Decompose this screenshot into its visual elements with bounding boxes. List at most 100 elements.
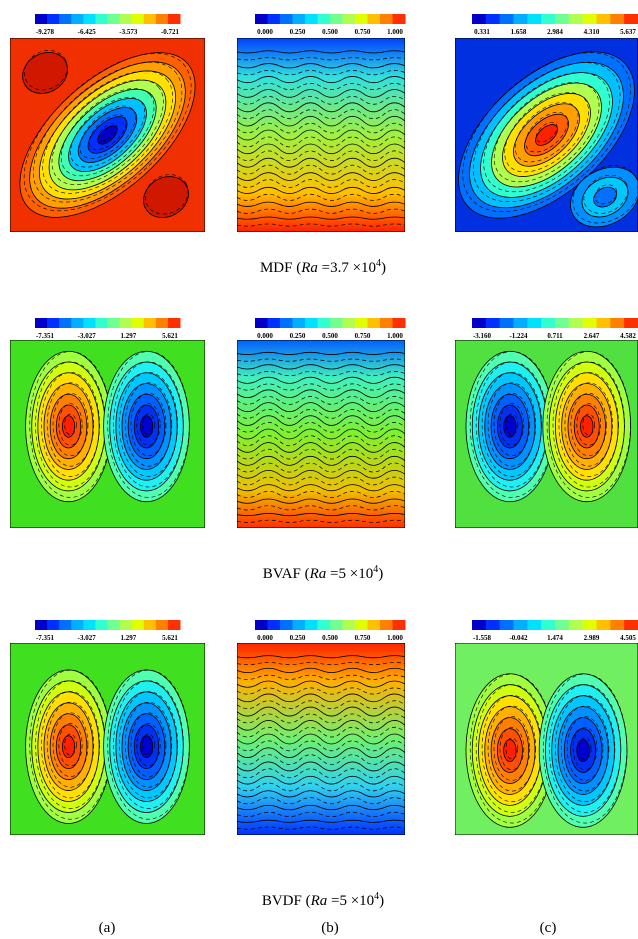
colorbar-segment <box>317 14 331 24</box>
colorbar-segment <box>499 620 514 630</box>
contour-line <box>237 720 405 731</box>
contour-line-dashed <box>237 674 405 680</box>
contour-plot <box>10 340 205 528</box>
colorbar-segment <box>47 14 60 24</box>
colorbar-segment <box>95 620 108 630</box>
contour-line-dashed <box>543 673 628 824</box>
colorbar-tick-label: -7.351 <box>36 634 55 642</box>
contour-line-dashed <box>237 726 405 738</box>
colorbar-segment <box>367 620 381 630</box>
contour-line <box>237 389 405 399</box>
colorbar-segment <box>305 620 318 630</box>
colorbar-segment <box>624 14 638 24</box>
contour-line <box>237 819 405 823</box>
colorbar-tick-label: 2.989 <box>584 634 600 642</box>
caption: BVAF (Ra =5 ×104) <box>263 564 383 582</box>
colorbar-segment <box>155 318 169 328</box>
contour-line-dashed <box>237 782 405 792</box>
colorbar-segment <box>35 620 48 630</box>
colorbar-segment <box>71 620 84 630</box>
colorbar-tick-label: 2.647 <box>584 332 600 340</box>
contour-line-dashed <box>142 733 155 756</box>
contour-line-dashed <box>499 726 525 771</box>
colorbar-tick-label: 0.750 <box>355 634 371 642</box>
colorbar-tick-label: 4.505 <box>620 634 636 642</box>
colorbar-segment <box>527 14 542 24</box>
colorbar-segment <box>83 318 96 328</box>
contour-line-dashed <box>58 723 83 767</box>
colorbar-tick-label: -0.042 <box>509 634 528 642</box>
colorbar-segment <box>555 318 570 328</box>
caption-variable: Ra <box>309 566 327 582</box>
contour-line-dashed <box>237 713 405 724</box>
colorbar: -7.351 -3.027 1.297 5.621 <box>35 620 181 642</box>
contour-line-dashed <box>237 740 405 752</box>
colorbar-segment <box>71 14 84 24</box>
colorbar-segment <box>568 318 584 328</box>
contour-line <box>237 805 405 811</box>
colorbar-segment <box>342 318 356 328</box>
contour-line-dashed <box>546 351 631 498</box>
caption-exponent: 4 <box>373 564 378 575</box>
colorbar-segment <box>499 14 514 24</box>
colorbar: 0.000 0.250 0.500 0.750 1.000 <box>255 318 406 340</box>
contour-line-dashed <box>237 826 405 830</box>
contour-plot <box>455 643 638 835</box>
colorbar-tick-label: 1.000 <box>387 332 403 340</box>
contour-line-dashed <box>113 361 184 488</box>
colorbar-segment <box>610 620 625 630</box>
contour-line-dashed <box>88 114 127 150</box>
contour-line <box>237 115 405 127</box>
contour-line <box>237 76 405 84</box>
contour-plot <box>237 643 405 835</box>
colorbar-segment <box>527 318 542 328</box>
contour-line <box>237 89 405 98</box>
colorbar-segment <box>596 14 611 24</box>
colorbar-segment <box>541 14 556 24</box>
colorbar-segment <box>119 620 133 630</box>
colorbar-segment <box>355 620 368 630</box>
contour-line-dashed <box>237 70 405 76</box>
colorbar-segment <box>342 620 356 630</box>
contour-line <box>237 706 405 717</box>
colorbar-tick-label: 0.331 <box>474 28 490 36</box>
contour-line-dashed <box>107 351 190 498</box>
contour-line-dashed <box>237 150 405 162</box>
colorbar-tick-label: -1.224 <box>509 332 528 340</box>
colorbar-tick-label: -9.278 <box>36 28 55 36</box>
contour-line <box>237 498 405 504</box>
contour-line-dashed <box>64 413 77 436</box>
contour-line-dashed <box>237 700 405 709</box>
colorbar-segment <box>342 14 356 24</box>
colorbar-segment <box>392 318 406 328</box>
colorbar-segment <box>280 318 293 328</box>
contour-line-dashed <box>46 701 95 788</box>
colorbar-tick-label: 1.297 <box>120 332 136 340</box>
contour-line <box>237 655 405 659</box>
colorbar-segment <box>380 318 393 328</box>
colorbar-segment <box>143 318 157 328</box>
colorbar-segment <box>582 318 597 328</box>
colorbar: -9.278 -6.425 -3.573 -0.721 <box>35 14 181 36</box>
contour-line-dashed <box>237 83 405 90</box>
contour-line-dashed <box>124 382 173 467</box>
colorbar-segment <box>513 620 528 630</box>
colorbar-segment <box>541 318 556 328</box>
contour-line-dashed <box>136 403 161 446</box>
colorbar-tick-label: -6.425 <box>78 28 97 36</box>
colorbar-segment <box>255 318 268 328</box>
contour-line <box>237 50 405 54</box>
colorbar-tick-label: 2.984 <box>547 28 563 36</box>
caption: BVDF (Ra =5 ×104) <box>262 891 384 909</box>
contour-plot <box>237 38 405 232</box>
colorbar-tick-label: 4.310 <box>584 28 600 36</box>
colorbar-segment <box>330 620 343 630</box>
contour-plot <box>455 38 638 232</box>
colorbar-segment <box>472 318 487 328</box>
contour-line <box>237 513 405 517</box>
contour-plot <box>10 643 205 835</box>
contour-line-dashed <box>560 705 610 792</box>
contour-level <box>503 415 517 438</box>
contour-line-dashed <box>237 476 405 486</box>
contour-level <box>97 125 118 145</box>
